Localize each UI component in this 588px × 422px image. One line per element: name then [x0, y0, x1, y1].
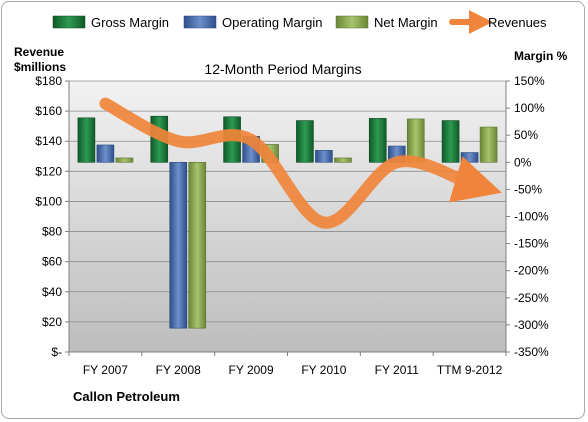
right-tick-label: -50% [514, 182, 542, 196]
revenue-line [99, 97, 502, 229]
left-tick-label: $100 [35, 194, 62, 208]
left-axis-ticks: $- $20 $40 $60 $80 $100 $120 $140 $160 $180 [35, 74, 70, 359]
right-tick-label: 150% [514, 74, 545, 88]
revenues-line [99, 97, 502, 229]
right-tick-label: -200% [514, 264, 549, 278]
category-label: TTM 9-2012 [437, 363, 503, 377]
category-label: FY 2011 [375, 363, 420, 377]
left-tick-label: $60 [42, 255, 62, 269]
left-axis-title-line1: Revenue [14, 45, 64, 59]
category-label: FY 2007 [83, 363, 128, 377]
right-tick-label: -300% [514, 318, 549, 332]
category-label: FY 2009 [229, 363, 274, 377]
legend: Gross Margin Operating Margin Net Margin… [52, 10, 547, 34]
left-tick-label: $20 [42, 315, 62, 329]
net-margin-bar [188, 162, 207, 329]
legend-label-revenues: Revenues [488, 15, 547, 30]
legend-label-net-margin: Net Margin [374, 15, 438, 30]
left-tick-label: $40 [42, 285, 62, 299]
legend-item-operating-margin: Operating Margin [183, 15, 322, 30]
gross-margin-bar [441, 120, 460, 163]
category-label: FY 2008 [156, 363, 201, 377]
left-tick-label: $180 [35, 74, 62, 88]
legend-item-gross-margin: Gross Margin [52, 15, 169, 30]
operating-margin-bar [315, 150, 333, 163]
operating-margin-bar [169, 162, 188, 329]
net-margin-bar [115, 157, 134, 163]
legend-label-operating-margin: Operating Margin [222, 15, 322, 30]
category-label: FY 2010 [301, 363, 346, 377]
gridlines [69, 80, 506, 353]
right-tick-label: 100% [514, 101, 545, 115]
right-tick-label: -150% [514, 237, 549, 251]
legend-item-net-margin: Net Margin [335, 15, 438, 30]
right-tick-label: 0% [514, 155, 532, 169]
right-tick-label: -350% [514, 345, 549, 359]
company-name: Callon Petroleum [73, 389, 180, 404]
net-margin-bar [334, 157, 352, 163]
left-tick-label: $80 [42, 225, 62, 239]
left-tick-label: $140 [35, 134, 62, 148]
operating-margin-bar [460, 152, 479, 163]
gross-margin-bar [296, 120, 314, 163]
legend-label-gross-margin: Gross Margin [91, 15, 169, 30]
right-axis-title: Margin % [514, 49, 568, 63]
right-tick-label: -100% [514, 210, 549, 224]
right-tick-label: 50% [514, 128, 538, 142]
chart-title: 12-Month Period Margins [204, 61, 361, 77]
net-margin-bar [479, 126, 498, 163]
legend-item-revenues: Revenues [449, 10, 547, 34]
right-tick-label: -250% [514, 291, 549, 305]
right-axis-ticks: -350% -300% -250% -200% -150% -100% -50% 0% 50% 1… [505, 74, 549, 359]
operating-margin-bar [96, 144, 115, 163]
gross-margin-bar [368, 118, 387, 163]
gross-margin-bar [77, 117, 96, 163]
left-axis-title-line2: $millions [14, 60, 66, 74]
category-axis-ticks: FY 2007 FY 2008 FY 2009 FY 2010 FY 2011 TTM 9… [68, 351, 507, 377]
left-tick-label: $160 [35, 104, 62, 118]
left-tick-label: $- [51, 345, 62, 359]
left-tick-label: $120 [35, 164, 62, 178]
